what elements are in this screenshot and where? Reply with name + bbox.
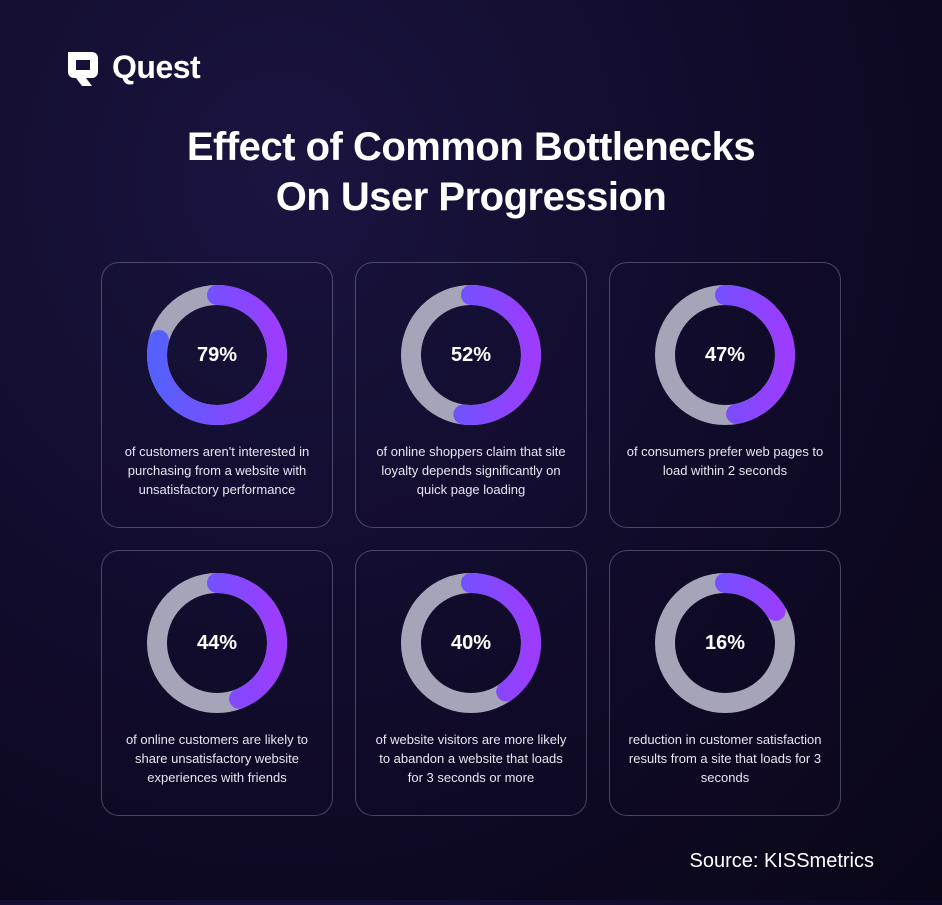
- donut-chart: 47%: [655, 285, 795, 425]
- stat-card: 79% of customers aren't interested in pu…: [101, 262, 333, 528]
- donut-value: 79%: [147, 285, 287, 425]
- donut-chart: 40%: [401, 573, 541, 713]
- brand-logo: Quest: [64, 48, 878, 86]
- donut-value: 44%: [147, 573, 287, 713]
- donut-value: 16%: [655, 573, 795, 713]
- donut-value: 47%: [655, 285, 795, 425]
- stats-grid: 79% of customers aren't interested in pu…: [101, 262, 841, 816]
- donut-chart: 79%: [147, 285, 287, 425]
- donut-chart: 16%: [655, 573, 795, 713]
- donut-chart: 44%: [147, 573, 287, 713]
- stat-caption: reduction in customer satisfaction resul…: [625, 731, 825, 788]
- stat-card: 40% of website visitors are more likely …: [355, 550, 587, 816]
- brand-name: Quest: [112, 49, 200, 86]
- stat-card: 44% of online customers are likely to sh…: [101, 550, 333, 816]
- quest-logo-icon: [64, 48, 102, 86]
- stat-card: 47% of consumers prefer web pages to loa…: [609, 262, 841, 528]
- title-line-2: On User Progression: [276, 175, 667, 219]
- donut-value: 40%: [401, 573, 541, 713]
- stat-caption: of website visitors are more likely to a…: [371, 731, 571, 788]
- stat-caption: of online shoppers claim that site loyal…: [371, 443, 571, 500]
- donut-value: 52%: [401, 285, 541, 425]
- stat-caption: of consumers prefer web pages to load wi…: [625, 443, 825, 481]
- stat-caption: of customers aren't interested in purcha…: [117, 443, 317, 500]
- stat-caption: of online customers are likely to share …: [117, 731, 317, 788]
- stat-card: 52% of online shoppers claim that site l…: [355, 262, 587, 528]
- infographic-root: Quest Effect of Common Bottlenecks On Us…: [0, 0, 942, 905]
- title-line-1: Effect of Common Bottlenecks: [187, 125, 755, 169]
- page-title: Effect of Common Bottlenecks On User Pro…: [64, 122, 878, 222]
- stat-card: 16% reduction in customer satisfaction r…: [609, 550, 841, 816]
- source-attribution: Source: KISSmetrics: [64, 850, 878, 873]
- donut-chart: 52%: [401, 285, 541, 425]
